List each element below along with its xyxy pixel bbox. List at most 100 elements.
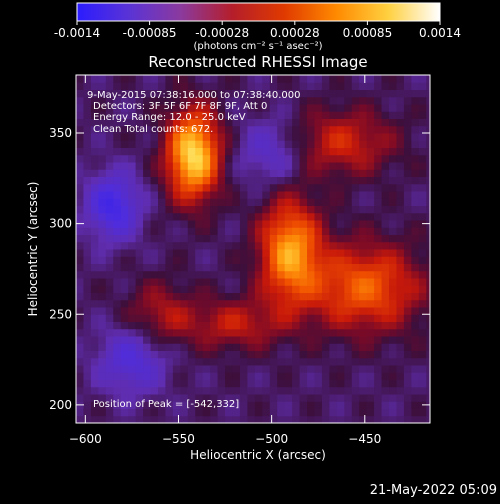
heatmap-cell <box>90 292 99 301</box>
heatmap-cell <box>351 89 360 98</box>
heatmap-cell <box>381 220 390 228</box>
heatmap-cell <box>262 241 271 250</box>
heatmap-cell <box>113 394 122 402</box>
heatmap-cell <box>359 212 368 221</box>
heatmap-cell <box>254 96 263 105</box>
heatmap-cell <box>157 357 166 366</box>
heatmap-cell <box>83 89 92 98</box>
heatmap-cell <box>239 89 248 98</box>
heatmap-cell <box>239 299 248 308</box>
heatmap-cell <box>374 415 383 423</box>
heatmap-cell <box>284 321 293 330</box>
heatmap-cell <box>120 125 129 134</box>
heatmap-cell <box>359 328 368 337</box>
heatmap-cell <box>389 249 397 257</box>
heatmap-cell <box>195 75 204 83</box>
heatmap-cell <box>374 198 383 206</box>
heatmap-cell <box>210 191 219 199</box>
heatmap-cell <box>411 82 420 90</box>
heatmap-cell <box>105 125 114 134</box>
heatmap-cell <box>90 96 99 105</box>
heatmap-cell <box>247 176 256 185</box>
heatmap-cell <box>143 154 152 163</box>
heatmap-cell <box>143 111 152 119</box>
heatmap-cell <box>396 205 405 214</box>
heatmap-cell <box>389 241 397 250</box>
heatmap-cell <box>165 183 174 192</box>
heatmap-cell <box>217 234 226 243</box>
heatmap-cell <box>351 234 360 243</box>
heatmap-cell <box>329 256 338 264</box>
heatmap-cell <box>254 176 263 185</box>
heatmap-cell <box>202 118 211 127</box>
heatmap-cell <box>418 285 427 293</box>
heatmap-cell <box>336 394 345 402</box>
heatmap-cell <box>292 394 301 402</box>
heatmap-cell <box>120 183 129 192</box>
heatmap-cell <box>195 350 204 359</box>
heatmap-cell <box>135 220 144 228</box>
heatmap-cell <box>307 307 315 315</box>
heatmap-cell <box>157 227 166 235</box>
heatmap-cell <box>150 372 159 380</box>
heatmap-cell <box>180 386 189 395</box>
heatmap-cell <box>403 96 412 105</box>
heatmap-cell <box>113 365 122 373</box>
info-detectors: Detectors: 3F 5F 6F 7F 8F 9F, Att 0 <box>93 101 267 112</box>
heatmap-cell <box>90 104 99 112</box>
heatmap-cell <box>374 357 383 366</box>
heatmap-cell <box>105 183 114 192</box>
heatmap-cell <box>426 125 430 134</box>
heatmap-cell <box>90 299 99 308</box>
heatmap-cell <box>157 162 166 170</box>
heatmap-cell <box>269 96 278 105</box>
heatmap-cell <box>366 263 375 272</box>
heatmap-cell <box>98 118 107 127</box>
heatmap-cell <box>210 212 219 221</box>
heatmap-cell <box>299 379 308 388</box>
heatmap-cell <box>217 162 226 170</box>
heatmap-cell <box>83 183 92 192</box>
heatmap-cell <box>128 321 137 330</box>
heatmap-cell <box>269 256 278 264</box>
heatmap-cell <box>120 415 129 423</box>
heatmap-cell <box>143 169 152 177</box>
heatmap-cell <box>210 270 219 279</box>
heatmap-cell <box>98 176 107 185</box>
heatmap-cell <box>314 408 323 417</box>
heatmap-cell <box>307 198 315 206</box>
heatmap-cell <box>202 183 211 192</box>
heatmap-cell <box>135 154 144 163</box>
heatmap-cell <box>292 89 301 98</box>
heatmap-cell <box>98 336 107 344</box>
heatmap-cell <box>396 118 405 127</box>
heatmap-cell <box>351 111 360 119</box>
heatmap-cell <box>389 89 397 98</box>
heatmap-cell <box>314 314 323 322</box>
heatmap-cell <box>403 220 412 228</box>
heatmap-cell <box>396 365 405 373</box>
heatmap-cell <box>396 307 405 315</box>
heatmap-cell <box>321 394 330 402</box>
heatmap-cell <box>262 234 271 243</box>
heatmap-cell <box>269 328 278 337</box>
heatmap-cell <box>336 365 345 373</box>
heatmap-cell <box>374 321 383 330</box>
heatmap-cell <box>336 162 345 170</box>
heatmap-cell <box>314 89 323 98</box>
heatmap-cell <box>76 227 84 235</box>
heatmap-cell <box>105 256 114 264</box>
heatmap-cell <box>336 321 345 330</box>
heatmap-cell <box>105 415 114 423</box>
heatmap-cell <box>299 111 308 119</box>
heatmap-cell <box>247 241 256 250</box>
heatmap-cell <box>113 125 122 134</box>
heatmap-cell <box>269 162 278 170</box>
heatmap-cell <box>411 140 420 148</box>
heatmap-cell <box>150 125 159 134</box>
heatmap-cell <box>277 183 286 192</box>
heatmap-cell <box>202 365 211 373</box>
heatmap-cell <box>202 125 211 134</box>
heatmap-cell <box>366 249 375 257</box>
heatmap-cell <box>232 147 241 156</box>
